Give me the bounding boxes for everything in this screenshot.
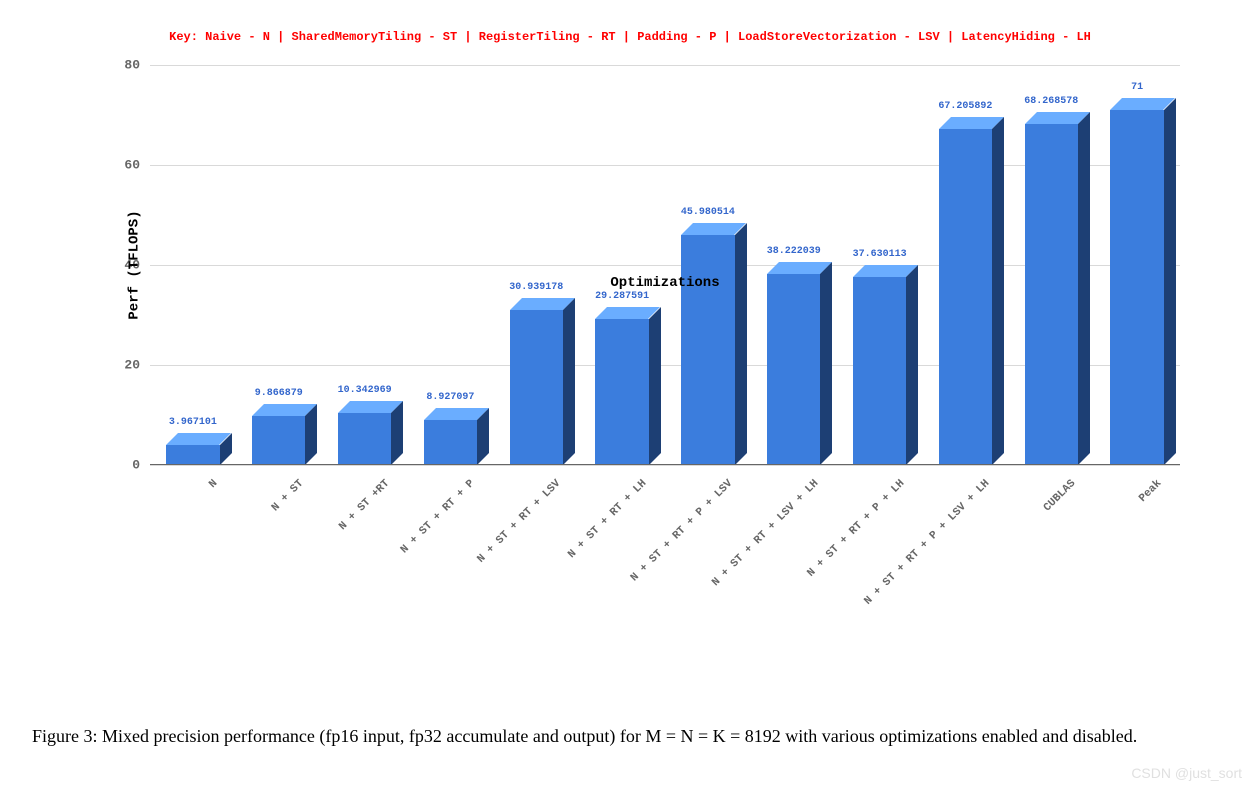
bar-value-label: 9.866879 — [236, 388, 321, 399]
bar-front-face — [510, 310, 563, 465]
bar-side-face — [477, 408, 489, 465]
bar-side-face — [820, 262, 832, 465]
chart-key-line: Key: Naive - N | SharedMemoryTiling - ST… — [0, 30, 1260, 44]
bar-side-face — [563, 298, 575, 465]
bar: 68.268578 — [1025, 124, 1078, 465]
bar-value-label: 38.222039 — [751, 246, 836, 257]
bar-value-label: 37.630113 — [837, 249, 922, 260]
bar-front-face — [424, 420, 477, 465]
bar-value-label: 67.205892 — [923, 101, 1008, 112]
bar-value-label: 10.342969 — [322, 385, 407, 396]
figure-caption: Figure 3: Mixed precision performance (f… — [32, 725, 1210, 748]
bar-value-label: 68.268578 — [1009, 96, 1094, 107]
bar-front-face — [338, 413, 391, 465]
bar-side-face — [649, 307, 661, 465]
bar-front-face — [681, 235, 734, 465]
bar: 38.222039 — [767, 274, 820, 465]
bar: 10.342969 — [338, 413, 391, 465]
bar: 30.939178 — [510, 310, 563, 465]
bar-side-face — [391, 401, 403, 465]
bar-front-face — [1025, 124, 1078, 465]
bar: 8.927097 — [424, 420, 477, 465]
y-axis-title: Perf (TFLOPS) — [127, 210, 143, 319]
bar-front-face — [767, 274, 820, 465]
bar: 29.287591 — [595, 319, 648, 465]
bar: 67.205892 — [939, 129, 992, 465]
bar-value-label: 71 — [1095, 82, 1180, 93]
x-axis-title: Optimizations — [150, 275, 1180, 291]
chart-plot-area: 020406080 3.9671019.86687910.3429698.927… — [150, 65, 1180, 465]
y-tick-label: 80 — [124, 58, 150, 73]
bar: 3.967101 — [166, 445, 219, 465]
bar-side-face — [735, 223, 747, 465]
bar-value-label: 29.287591 — [580, 291, 665, 302]
y-tick-label: 20 — [124, 358, 150, 373]
bar-front-face — [853, 277, 906, 465]
bar-value-label: 45.980514 — [665, 207, 750, 218]
bar-front-face — [595, 319, 648, 465]
y-tick-label: 0 — [132, 458, 150, 473]
bar-front-face — [252, 416, 305, 465]
bar-side-face — [305, 404, 317, 465]
bar-value-label: 8.927097 — [408, 392, 493, 403]
bar: 9.866879 — [252, 416, 305, 465]
page: Key: Naive - N | SharedMemoryTiling - ST… — [0, 0, 1260, 795]
bars-layer: 3.9671019.86687910.3429698.92709730.9391… — [150, 65, 1180, 465]
bar-front-face — [939, 129, 992, 465]
bar-side-face — [906, 265, 918, 465]
bar-value-label: 3.967101 — [150, 417, 235, 428]
x-axis-line — [150, 464, 1180, 465]
bar: 45.980514 — [681, 235, 734, 465]
y-tick-label: 60 — [124, 158, 150, 173]
bar: 37.630113 — [853, 277, 906, 465]
bar-front-face — [166, 445, 219, 465]
watermark: CSDN @just_sort — [1131, 765, 1242, 781]
